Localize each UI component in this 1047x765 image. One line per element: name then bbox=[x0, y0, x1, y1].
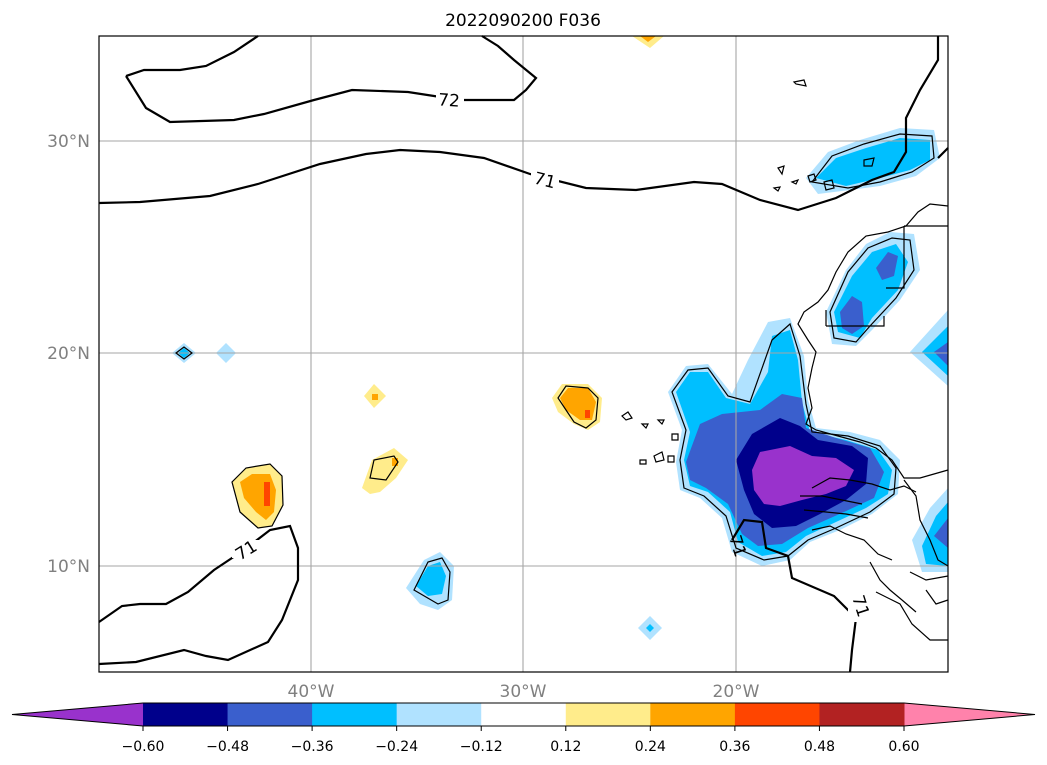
gridlines bbox=[99, 36, 948, 672]
country-border bbox=[811, 477, 917, 493]
island bbox=[653, 451, 665, 463]
map-frame bbox=[98, 35, 949, 673]
contour-label-bg bbox=[848, 596, 870, 622]
country-border bbox=[875, 591, 948, 641]
colorbar-tick-label: 0.36 bbox=[719, 739, 750, 755]
country-border bbox=[903, 479, 949, 567]
island bbox=[777, 165, 785, 176]
contour-lines bbox=[98, 35, 949, 673]
feature-outline bbox=[557, 385, 599, 429]
colorbar-tick-label: 0.60 bbox=[888, 739, 919, 755]
colorbar-swatch bbox=[227, 703, 313, 726]
lon-label: 30°W bbox=[500, 682, 547, 702]
negative-patch bbox=[876, 252, 898, 280]
feature-outline bbox=[175, 346, 193, 360]
colorbar-extend-high bbox=[904, 703, 1035, 726]
island bbox=[621, 411, 633, 421]
negative-patch bbox=[934, 342, 948, 366]
contour-71-africa bbox=[731, 518, 858, 673]
colorbar-tick-label: 0.48 bbox=[804, 739, 835, 755]
colorbar-swatch bbox=[565, 703, 651, 726]
lon-label: 20°W bbox=[713, 682, 760, 702]
negative-patch bbox=[922, 326, 948, 376]
negative-patch bbox=[416, 562, 446, 596]
contour-label-bg bbox=[531, 170, 559, 188]
colorbar-swatch bbox=[312, 703, 398, 726]
feature-outline bbox=[369, 455, 399, 481]
contour-71-north bbox=[98, 36, 949, 212]
country-border bbox=[925, 589, 949, 605]
colorbar-tick-label: 0.24 bbox=[635, 739, 666, 755]
colorbar: −0.60 −0.48 −0.36 −0.24 −0.12 0.12 0.24 0.36 0.4… bbox=[11, 702, 1036, 755]
colorbar-swatch bbox=[734, 703, 820, 726]
island bbox=[823, 179, 835, 191]
country-border bbox=[803, 509, 869, 519]
contour-label-bg bbox=[232, 540, 260, 558]
colorbar-tick-label: 0.12 bbox=[550, 739, 581, 755]
colorbar-swatch bbox=[481, 703, 567, 726]
island bbox=[640, 423, 649, 430]
colorbar-tick-label: −0.36 bbox=[291, 739, 334, 755]
island bbox=[656, 419, 665, 426]
island bbox=[807, 173, 817, 183]
feature-outline bbox=[413, 557, 451, 605]
colorbar-swatch bbox=[650, 703, 736, 726]
country-border bbox=[869, 561, 917, 613]
island bbox=[667, 455, 675, 463]
lon-label: 40°W bbox=[288, 682, 335, 702]
colorbar-tick-label: −0.60 bbox=[122, 739, 165, 755]
island bbox=[639, 459, 647, 465]
positive-patch bbox=[392, 458, 398, 466]
feature-outline bbox=[671, 322, 897, 561]
colorbar-tick-label: −0.24 bbox=[375, 739, 418, 755]
contour-71-south bbox=[98, 524, 300, 666]
negative-patch bbox=[922, 502, 948, 566]
island bbox=[671, 433, 679, 441]
coastlines bbox=[175, 79, 949, 641]
country-border bbox=[909, 571, 949, 581]
contour-labels: 72 71 71 71 71 bbox=[232, 90, 873, 622]
colorbar-tick-label: −0.48 bbox=[206, 739, 249, 755]
positive-patch bbox=[640, 36, 656, 42]
negative-patch bbox=[646, 624, 654, 632]
colorbar-swatch bbox=[143, 703, 229, 726]
lat-label: 20°N bbox=[47, 344, 90, 364]
map-panel: 72 71 71 71 71 bbox=[98, 35, 949, 673]
feature-outline bbox=[231, 463, 284, 529]
negative-patch bbox=[934, 518, 948, 548]
positive-patch bbox=[372, 394, 378, 400]
figure-title: 2022090200 F036 bbox=[445, 11, 601, 31]
negative-patch bbox=[840, 296, 864, 334]
country-border bbox=[886, 226, 905, 289]
colorbar-swatch bbox=[819, 703, 905, 726]
colorbar-swatch bbox=[396, 703, 482, 726]
lat-label: 10°N bbox=[47, 557, 90, 577]
country-border bbox=[811, 525, 893, 561]
feature-outline bbox=[829, 237, 915, 343]
country-border bbox=[800, 495, 863, 505]
contour-label-72: 72 bbox=[437, 90, 460, 111]
island bbox=[792, 79, 807, 87]
positive-patch bbox=[264, 482, 270, 506]
island bbox=[772, 186, 782, 192]
positive-patch bbox=[585, 410, 590, 418]
colorbar-tick-label: −0.12 bbox=[460, 739, 503, 755]
country-border bbox=[826, 316, 885, 327]
colorbar-extend-low bbox=[12, 703, 143, 726]
contour-label-bg bbox=[436, 90, 464, 108]
island bbox=[863, 157, 875, 167]
latitude-labels: 30°N 20°N 10°N bbox=[47, 132, 90, 577]
negative-patch bbox=[752, 446, 854, 506]
island bbox=[790, 178, 800, 185]
contour-72 bbox=[125, 35, 538, 124]
lat-label: 30°N bbox=[47, 132, 90, 152]
longitude-labels: 40°W 30°W 20°W bbox=[288, 682, 760, 702]
